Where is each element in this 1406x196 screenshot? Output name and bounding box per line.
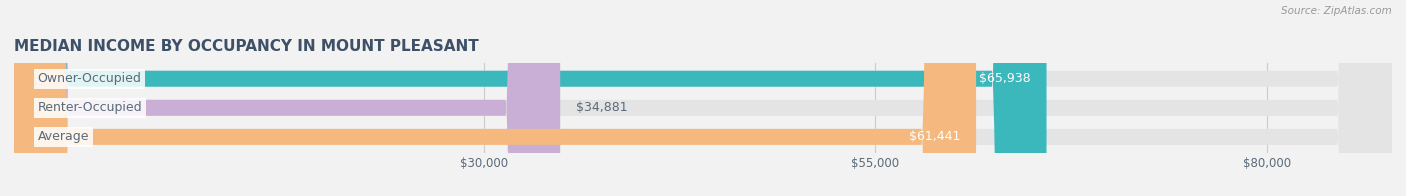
FancyBboxPatch shape (14, 0, 1392, 196)
Text: Renter-Occupied: Renter-Occupied (38, 101, 142, 114)
Text: Owner-Occupied: Owner-Occupied (38, 72, 142, 85)
Text: Source: ZipAtlas.com: Source: ZipAtlas.com (1281, 6, 1392, 16)
Text: Average: Average (38, 130, 89, 143)
FancyBboxPatch shape (14, 0, 1392, 196)
FancyBboxPatch shape (14, 0, 560, 196)
Text: $34,881: $34,881 (576, 101, 627, 114)
FancyBboxPatch shape (14, 0, 1046, 196)
Text: $65,938: $65,938 (979, 72, 1031, 85)
FancyBboxPatch shape (14, 0, 976, 196)
Text: MEDIAN INCOME BY OCCUPANCY IN MOUNT PLEASANT: MEDIAN INCOME BY OCCUPANCY IN MOUNT PLEA… (14, 39, 479, 54)
Text: $61,441: $61,441 (910, 130, 960, 143)
FancyBboxPatch shape (14, 0, 1392, 196)
